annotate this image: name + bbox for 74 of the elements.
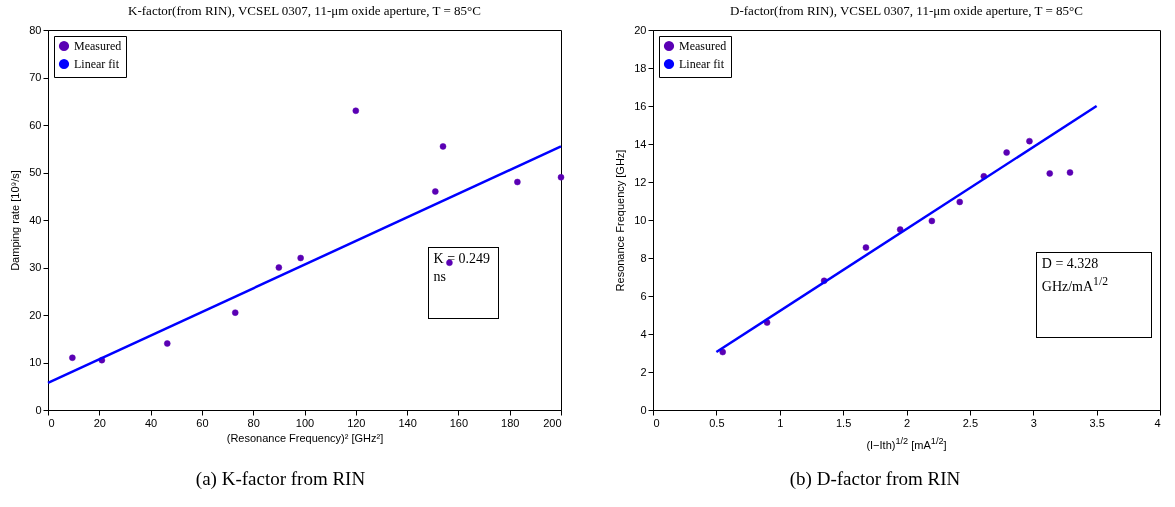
point <box>1003 149 1010 156</box>
y-axis-title: Resonance Frequency [GHz] <box>614 149 627 292</box>
x-axis-title: (I−Ith)$^{1/2}$ [mA$^{1/2}$] <box>865 435 948 453</box>
x-tick-label: 0 <box>653 416 660 429</box>
x-tick-label: 0.5 <box>709 416 725 429</box>
y-axis-title: Damping rate [10⁹/s] <box>9 170 22 271</box>
x-tick-label: 100 <box>295 416 315 429</box>
y-tick-label: 20 <box>634 23 647 36</box>
y-tick-label: 14 <box>634 137 647 150</box>
point <box>763 319 771 326</box>
point <box>956 198 963 206</box>
x-tick-label: 180 <box>501 416 520 429</box>
y-tick-label: 30 <box>29 261 42 273</box>
point <box>928 217 936 225</box>
y-tick-label: 70 <box>29 71 42 83</box>
text: (a) K-factor from RIN <box>194 468 367 489</box>
x-tick-label: 2 <box>903 416 911 429</box>
x-tick-label: 1.5 <box>835 416 852 429</box>
y-tick-label: 12 <box>634 175 647 188</box>
x-tick-label: 80 <box>247 416 260 429</box>
legend-label: Linear fit <box>74 57 120 71</box>
y-tick-label: 80 <box>29 23 42 36</box>
x-axis-title: (Resonance Frequency)² [GHz²] <box>226 431 384 444</box>
x-tick-label: 120 <box>347 416 366 429</box>
chart-title: K-factor(from RIN), VCSEL 0307, 11-μm oxide aperture, T = 85°C <box>128 3 481 18</box>
y-tick-label: 6 <box>640 289 647 302</box>
point <box>352 107 360 114</box>
x-tick-label: 0 <box>48 416 55 429</box>
y-tick-label: 16 <box>634 99 647 112</box>
point <box>1046 170 1053 177</box>
y-tick-label: 10 <box>29 356 42 368</box>
x-tick-label: 200 <box>543 416 562 429</box>
legend-label: Measured <box>679 39 727 53</box>
point <box>439 143 447 150</box>
point <box>69 354 76 361</box>
y-tick-label: 50 <box>29 166 42 178</box>
y-tick-label: 2 <box>640 365 647 378</box>
text-box: D = 4.328 GHz/mA$^{1/2}$ <box>1035 252 1153 338</box>
y-tick-label: 18 <box>634 61 647 74</box>
y-tick-label: 10 <box>634 213 647 226</box>
point <box>862 244 870 251</box>
x-tick-label: 4 <box>1154 416 1161 429</box>
y-tick-label: 0 <box>35 403 42 416</box>
y-tick-label: 0 <box>640 403 647 416</box>
point <box>297 254 304 262</box>
point <box>1026 137 1033 145</box>
x-tick-label: 2.5 <box>962 416 979 429</box>
point <box>432 188 439 195</box>
x-tick-label: 60 <box>196 416 209 429</box>
legend-label: Measured <box>74 39 122 53</box>
x-tick-label: 3.5 <box>1089 416 1105 429</box>
point <box>557 174 565 181</box>
point <box>164 340 171 347</box>
point <box>275 264 283 271</box>
point <box>231 309 239 316</box>
x-tick-label: 160 <box>449 416 469 429</box>
x-tick-label: 3 <box>1030 416 1037 429</box>
y-tick-label: 60 <box>29 118 42 131</box>
x-tick-label: 1 <box>777 416 784 429</box>
point <box>514 178 521 186</box>
x-tick-label: 40 <box>144 416 158 429</box>
point <box>1066 169 1074 176</box>
x-tick-label: 140 <box>398 416 417 429</box>
text-box: K = 0.249 ns <box>427 246 500 319</box>
text: (b) D-factor from RIN <box>788 468 962 489</box>
x-tick-label: 20 <box>93 416 106 429</box>
legend-label: Linear fit <box>679 57 725 71</box>
chart-title: D-factor(from RIN), VCSEL 0307, 11-μm oxide aperture, T = 85°C <box>730 3 1083 18</box>
y-tick-label: 4 <box>640 327 647 340</box>
y-tick-label: 20 <box>29 308 42 321</box>
y-tick-label: 40 <box>29 213 42 226</box>
point <box>896 226 904 233</box>
y-tick-label: 8 <box>640 251 647 264</box>
point <box>719 348 726 356</box>
